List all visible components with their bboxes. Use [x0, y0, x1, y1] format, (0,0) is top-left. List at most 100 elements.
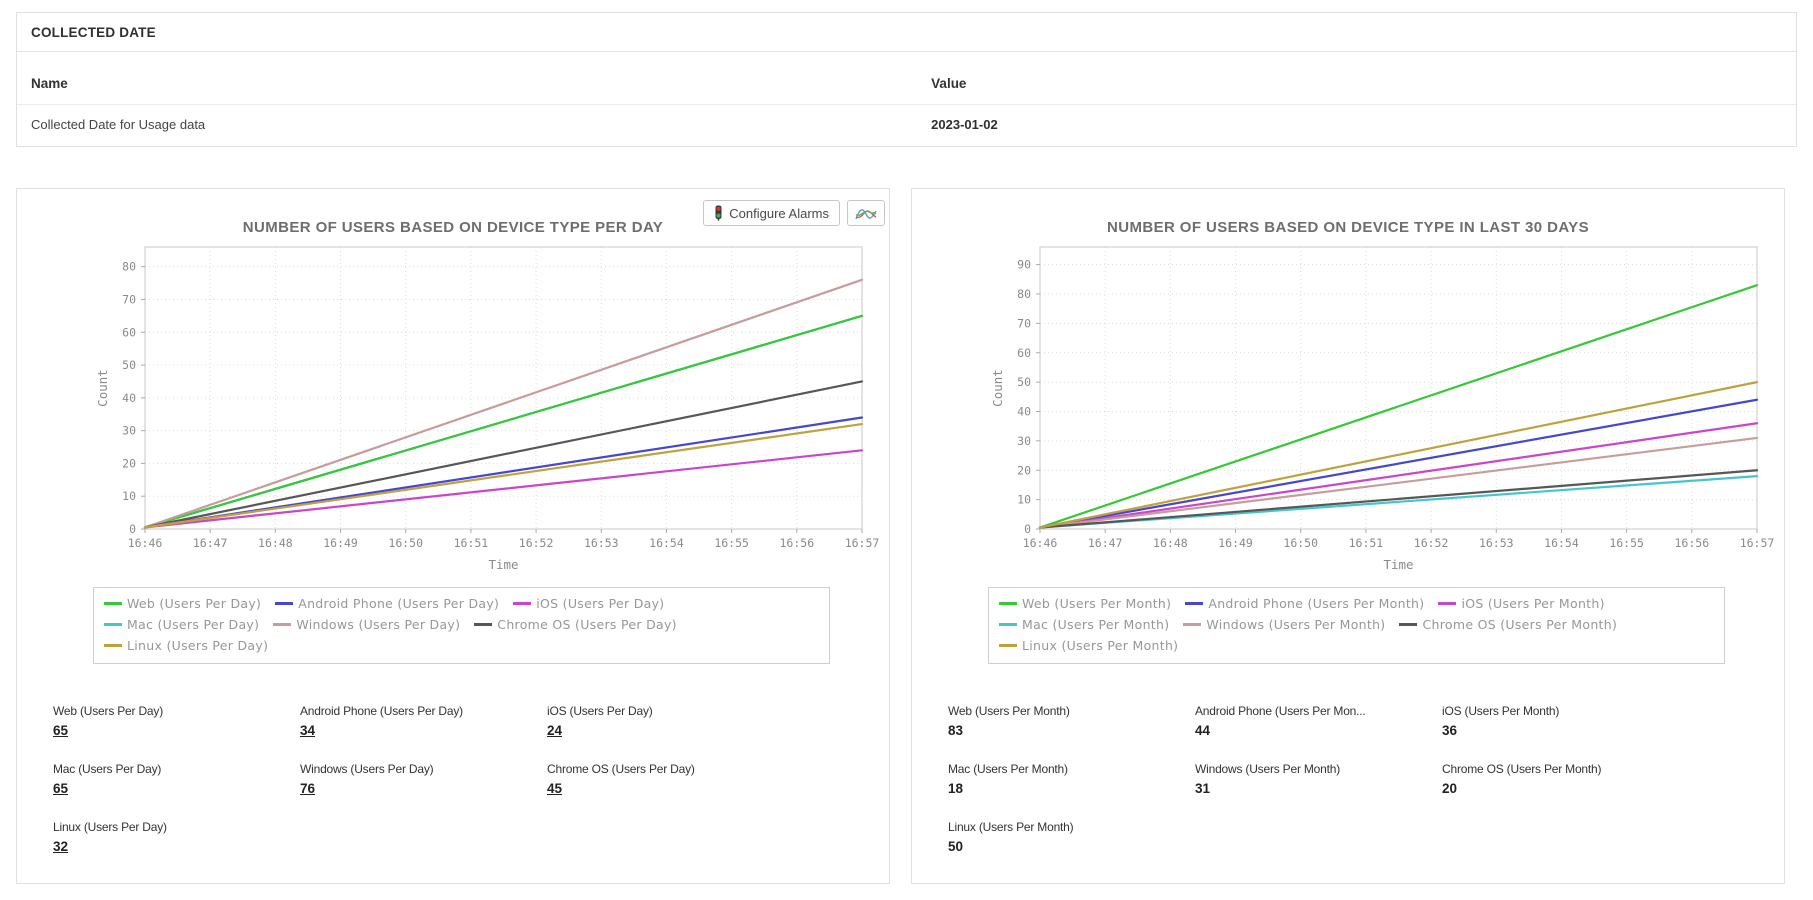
legend-swatch: [273, 623, 292, 626]
summary-label: Chrome OS (Users Per Month): [1442, 762, 1602, 776]
chart-panel-last-30-days: NUMBER OF USERS BASED ON DEVICE TYPE IN …: [911, 188, 1785, 884]
svg-text:16:46: 16:46: [128, 536, 163, 550]
summary-cell: Windows (Users Per Day) 76: [300, 762, 547, 796]
summary-value[interactable]: 34: [300, 723, 316, 738]
svg-text:16:47: 16:47: [1088, 536, 1123, 550]
svg-text:16:46: 16:46: [1023, 536, 1058, 550]
svg-text:16:57: 16:57: [1740, 536, 1775, 550]
svg-text:16:54: 16:54: [649, 536, 684, 550]
summary-label: iOS (Users Per Month): [1442, 704, 1560, 718]
legend-swatch: [104, 623, 122, 626]
summary-label: Windows (Users Per Month): [1195, 762, 1341, 776]
summary-cell: Android Phone (Users Per Mon... 44: [1195, 704, 1442, 738]
summary-value[interactable]: 24: [547, 723, 563, 738]
legend-swatch: [104, 602, 122, 605]
svg-text:16:53: 16:53: [1479, 536, 1514, 550]
svg-text:80: 80: [1017, 287, 1031, 301]
summary-value: 83: [948, 723, 964, 738]
line-chart-icon: [855, 206, 877, 221]
legend-item[interactable]: Mac (Users Per Day): [104, 614, 259, 635]
summary-value: 20: [1442, 781, 1458, 796]
svg-text:70: 70: [122, 292, 136, 306]
row-value-cell: 2023-01-02: [931, 117, 998, 132]
summary-cell: iOS (Users Per Day) 24: [547, 704, 794, 738]
summary-value: 44: [1195, 723, 1211, 738]
svg-text:Time: Time: [488, 557, 518, 572]
summary-label: Web (Users Per Month): [948, 704, 1070, 718]
legend-item[interactable]: Windows (Users Per Day): [273, 614, 460, 635]
svg-text:60: 60: [1017, 346, 1031, 360]
legend-label: Chrome OS (Users Per Month): [1422, 617, 1618, 632]
legend-swatch: [1183, 623, 1202, 626]
legend-label: Mac (Users Per Day): [127, 617, 260, 632]
svg-text:16:53: 16:53: [584, 536, 619, 550]
summary-value[interactable]: 65: [53, 723, 69, 738]
table-header-row: Name Value: [17, 52, 1796, 105]
summary-value[interactable]: 45: [547, 781, 563, 796]
legend-item[interactable]: Mac (Users Per Month): [999, 614, 1169, 635]
legend-label: Linux (Users Per Month): [1022, 638, 1179, 653]
column-header-name: Name: [17, 52, 918, 105]
summary-cell: Android Phone (Users Per Day) 34: [300, 704, 547, 738]
svg-text:80: 80: [122, 260, 136, 274]
summary-label: Android Phone (Users Per Mon...: [1195, 704, 1366, 718]
summary-value[interactable]: 32: [53, 839, 69, 854]
legend-swatch: [104, 644, 122, 647]
summary-label: Linux (Users Per Month): [948, 820, 1074, 834]
svg-text:16:49: 16:49: [1218, 536, 1253, 550]
legend-swatch: [999, 644, 1017, 647]
svg-text:30: 30: [1017, 434, 1031, 448]
legend-item[interactable]: Android Phone (Users Per Month): [1185, 593, 1424, 614]
svg-text:60: 60: [122, 325, 136, 339]
legend-item[interactable]: iOS (Users Per Month): [1438, 593, 1604, 614]
chart-legend: Web (Users Per Day) Android Phone (Users …: [93, 587, 830, 664]
svg-text:16:55: 16:55: [714, 536, 749, 550]
chart-legend: Web (Users Per Month) Android Phone (User…: [988, 587, 1725, 664]
svg-text:16:51: 16:51: [454, 536, 489, 550]
legend-item[interactable]: Linux (Users Per Month): [999, 635, 1178, 656]
summary-cell: Chrome OS (Users Per Month) 20: [1442, 762, 1689, 796]
summary-label: iOS (Users Per Day): [547, 704, 653, 718]
configure-alarms-button[interactable]: Configure Alarms: [703, 200, 840, 226]
svg-text:16:49: 16:49: [323, 536, 358, 550]
legend-swatch: [1185, 602, 1204, 605]
summary-label: Mac (Users Per Month): [948, 762, 1068, 776]
legend-item[interactable]: Web (Users Per Day): [104, 593, 261, 614]
summary-value[interactable]: 65: [53, 781, 69, 796]
chart-summary: Web (Users Per Day) 65 Android Phone (User…: [53, 704, 889, 854]
legend-item[interactable]: iOS (Users Per Day): [513, 593, 664, 614]
summary-value: 50: [948, 839, 964, 854]
legend-item[interactable]: Android Phone (Users Per Day): [275, 593, 499, 614]
legend-swatch: [999, 602, 1017, 605]
collected-date-panel-title: COLLECTED DATE: [17, 13, 1796, 52]
table-row: Collected Date for Usage data 2023-01-02: [17, 105, 1796, 146]
svg-text:16:48: 16:48: [258, 536, 293, 550]
chart-panel-per-day: Configure Alarms NUMBER OF USERS BASED O…: [16, 188, 890, 884]
legend-label: Android Phone (Users Per Day): [298, 596, 500, 611]
svg-text:90: 90: [1017, 258, 1031, 272]
chart-title: NUMBER OF USERS BASED ON DEVICE TYPE PER…: [242, 219, 664, 236]
svg-text:10: 10: [1017, 493, 1031, 507]
collected-date-panel: COLLECTED DATE Name Value Collected Date…: [16, 12, 1797, 147]
summary-cell: Mac (Users Per Month) 18: [948, 762, 1195, 796]
summary-label: Mac (Users Per Day): [53, 762, 162, 776]
legend-item[interactable]: Web (Users Per Month): [999, 593, 1171, 614]
summary-cell: Web (Users Per Day) 65: [53, 704, 300, 738]
summary-label: Android Phone (Users Per Day): [300, 704, 463, 718]
row-name-cell: Collected Date for Usage data: [31, 117, 206, 132]
svg-text:0: 0: [1024, 522, 1031, 536]
summary-value[interactable]: 76: [300, 781, 316, 796]
chart-summary: Web (Users Per Month) 83 Android Phone (Us…: [948, 704, 1784, 854]
chart-options-button[interactable]: [847, 200, 885, 226]
svg-text:30: 30: [122, 424, 136, 438]
svg-text:Count: Count: [990, 369, 1005, 407]
svg-text:Time: Time: [1383, 557, 1413, 572]
svg-text:16:57: 16:57: [845, 536, 880, 550]
legend-item[interactable]: Chrome OS (Users Per Month): [1399, 614, 1617, 635]
legend-swatch: [513, 602, 532, 605]
legend-item[interactable]: Linux (Users Per Day): [104, 635, 268, 656]
legend-item[interactable]: Windows (Users Per Month): [1183, 614, 1385, 635]
summary-cell: Linux (Users Per Month) 50: [948, 820, 1195, 854]
svg-text:40: 40: [122, 391, 136, 405]
legend-item[interactable]: Chrome OS (Users Per Day): [474, 614, 677, 635]
